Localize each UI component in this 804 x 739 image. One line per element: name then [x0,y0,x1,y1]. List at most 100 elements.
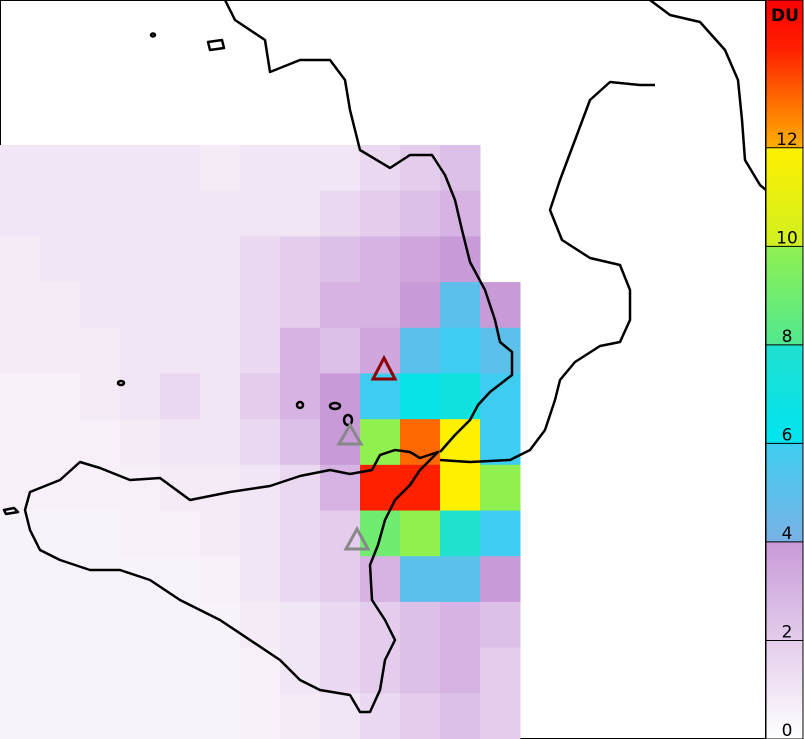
so2-cell [80,236,121,283]
so2-cell [120,190,161,237]
so2-cell [0,556,41,603]
colorbar-tick-label: 6 [782,425,793,445]
so2-cell [80,464,121,512]
so2-cell [480,327,521,374]
so2-cell [320,236,361,283]
so2-cell [200,373,241,420]
so2-cell [440,601,481,649]
so2-cell [240,373,281,420]
so2-cell [440,693,481,739]
islet [206,38,226,52]
so2-cell [160,556,201,603]
so2-cell [200,464,241,512]
so2-cell [80,145,121,192]
so2-cell [40,327,81,374]
so2-cell [320,190,361,237]
so2-cell [40,419,81,466]
so2-cell [400,601,441,649]
so2-cell [240,556,281,603]
so2-cell [320,282,361,329]
so2-cell [120,510,161,557]
colorbar-tick-label: 10 [776,228,798,248]
islet [116,379,126,387]
islet [149,32,157,38]
so2-cell [120,327,161,374]
so2-cell [120,647,161,694]
calabria-west-coast [223,0,514,453]
so2-cell [440,510,481,557]
so2-field [0,145,521,739]
so2-cell [120,145,161,192]
so2-cell [280,419,321,466]
so2-cell [0,419,41,466]
colorbar-tick-label: 0 [782,721,793,739]
so2-cell [240,510,281,557]
so2-cell [320,556,361,603]
so2-cell [0,647,41,694]
so2-cell [360,693,401,739]
so2-cell [200,693,241,739]
so2-cell [160,327,201,374]
islet [342,413,354,427]
so2-cell [160,464,201,512]
volcano-marker [343,525,371,551]
so2-cell [400,647,441,694]
colorbar-tick-label: 8 [782,327,793,347]
so2-cell [240,419,281,466]
so2-cell [280,236,321,283]
so2-cell [440,190,481,237]
so2-cell [40,373,81,420]
so2-cell [80,282,121,329]
so2-cell [280,327,321,374]
so2-cell [480,464,521,512]
so2-cell [240,601,281,649]
so2-cell [320,647,361,694]
so2-cell [40,282,81,329]
colorbar-tick-label: 4 [782,524,793,544]
so2-cell [160,236,201,283]
so2-cell [400,510,441,557]
coastlines [2,0,767,714]
colorbar-tick-label: 2 [782,622,793,642]
so2-cell [80,419,121,466]
so2-cell [120,419,161,466]
so2-cell [200,601,241,649]
so2-cell [440,327,481,374]
so2-cell [360,556,401,603]
so2-cell [400,282,441,329]
so2-cell [400,693,441,739]
so2-cell [80,190,121,237]
so2-cell [160,419,201,466]
volcano-marker [370,354,398,381]
so2-cell [200,282,241,329]
so2-cell [280,601,321,649]
so2-cell [0,510,41,557]
so2-cell [80,693,121,739]
so2-cell [320,145,361,192]
so2-cell [480,693,521,739]
so2-cell [320,373,361,420]
so2-cell [80,556,121,603]
so2-cell [240,693,281,739]
so2-cell [200,647,241,694]
so2-cell [400,373,441,420]
colorbar-gradient [765,0,804,739]
so2-cell [0,236,41,283]
so2-cell [240,236,281,283]
so2-cell [400,190,441,237]
so2-cell [200,236,241,283]
so2-cell [80,510,121,557]
so2-cell [480,510,521,557]
so2-cell [40,556,81,603]
so2-cell [160,145,201,192]
so2-cell [0,464,41,512]
colorbar-tick-label: 12 [776,130,798,150]
so2-cell [40,145,81,192]
so2-cell [200,327,241,374]
so2-cell [320,327,361,374]
so2-cell [240,282,281,329]
calabria-east-coast [439,80,655,464]
so2-cell [280,693,321,739]
so2-cell [280,464,321,512]
